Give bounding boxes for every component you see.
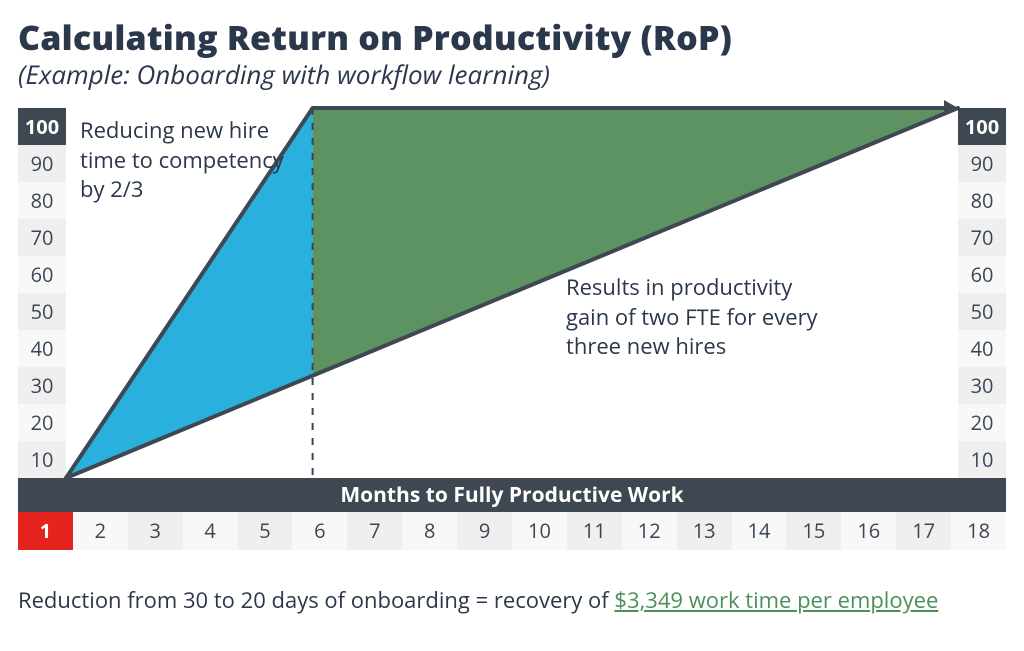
page-subtitle: (Example: Onboarding with workflow learn…	[18, 56, 550, 92]
chart-plot: Reducing new hire time to competency by …	[66, 108, 958, 478]
y-tick: 100	[958, 108, 1006, 145]
x-tick: 2	[73, 512, 128, 550]
y-tick: 50	[958, 293, 1006, 330]
y-tick: 20	[958, 404, 1006, 441]
x-axis-label: Months to Fully Productive Work	[18, 478, 1006, 512]
y-tick: 60	[18, 256, 66, 293]
x-tick: 14	[732, 512, 787, 550]
x-tick: 3	[128, 512, 183, 550]
x-tick: 16	[841, 512, 896, 550]
annotation-left: Reducing new hire time to competency by …	[80, 116, 300, 205]
x-tick: 12	[622, 512, 677, 550]
y-tick: 60	[958, 256, 1006, 293]
bottom-caption: Reduction from 30 to 20 days of onboardi…	[18, 585, 1006, 615]
y-tick: 40	[18, 330, 66, 367]
x-tick: 8	[402, 512, 457, 550]
caption-highlight: $3,349 work time per employee	[614, 585, 938, 615]
x-tick: 17	[896, 512, 951, 550]
y-tick: 100	[18, 108, 66, 145]
x-tick: 13	[677, 512, 732, 550]
x-tick: 10	[512, 512, 567, 550]
x-tick: 1	[18, 512, 73, 550]
y-axis-left: 100 90 80 70 60 50 40 30 20 10	[18, 108, 66, 478]
y-tick: 20	[18, 404, 66, 441]
y-tick: 50	[18, 293, 66, 330]
y-tick: 40	[958, 330, 1006, 367]
y-axis-right: 100 90 80 70 60 50 40 30 20 10	[958, 108, 1006, 478]
y-tick: 90	[958, 145, 1006, 182]
x-tick: 18	[951, 512, 1006, 550]
x-tick: 15	[786, 512, 841, 550]
x-tick: 5	[238, 512, 293, 550]
y-tick: 80	[18, 182, 66, 219]
x-tick: 11	[567, 512, 622, 550]
x-tick: 6	[292, 512, 347, 550]
y-tick: 80	[958, 182, 1006, 219]
x-tick: 9	[457, 512, 512, 550]
y-tick: 10	[18, 441, 66, 478]
y-tick: 30	[18, 367, 66, 404]
annotation-right: Results in productivity gain of two FTE …	[566, 273, 826, 362]
page-title: Calculating Return on Productivity (RoP)	[18, 14, 732, 60]
y-tick: 70	[958, 219, 1006, 256]
x-axis-ticks: 1 2 3 4 5 6 7 8 9 10 11 12 13 14 15 16 1…	[18, 512, 1006, 550]
y-tick: 90	[18, 145, 66, 182]
x-tick: 4	[183, 512, 238, 550]
y-tick: 10	[958, 441, 1006, 478]
caption-prefix: Reduction from 30 to 20 days of onboardi…	[18, 585, 614, 615]
y-tick: 70	[18, 219, 66, 256]
y-tick: 30	[958, 367, 1006, 404]
x-tick: 7	[347, 512, 402, 550]
